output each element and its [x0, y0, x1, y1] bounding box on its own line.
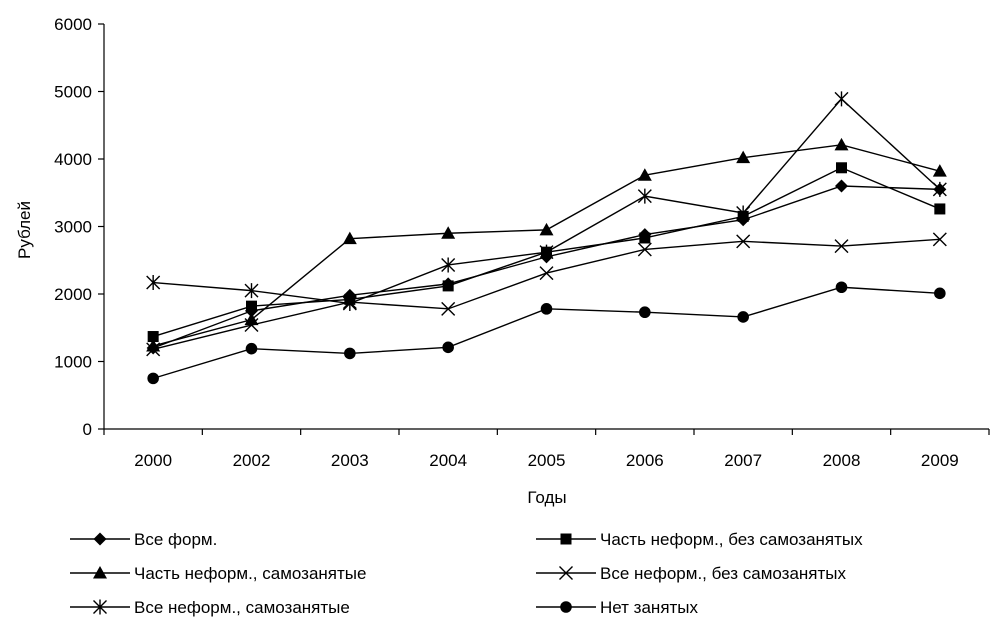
data-point	[146, 275, 161, 291]
legend-label: Часть неформ., без самозанятых	[600, 530, 863, 549]
data-point	[639, 232, 651, 244]
data-point	[834, 91, 849, 107]
legend-item: Нет занятых	[536, 598, 699, 617]
series-line-1	[152, 185, 940, 349]
legend: Все форм. Часть неформ., без самозанятых Ч…	[70, 530, 863, 617]
data-point	[442, 280, 454, 292]
data-point	[932, 164, 947, 177]
y-tick-label: 3000	[54, 218, 92, 237]
x-tick-label: 2002	[233, 451, 271, 470]
legend-label: Все форм.	[134, 530, 217, 549]
data-point	[246, 300, 257, 312]
legend-marker	[560, 533, 572, 545]
x-tick-label: 2000	[134, 451, 172, 470]
legend-marker	[559, 566, 573, 580]
series-line-6	[152, 286, 940, 380]
data-point	[637, 242, 652, 257]
legend-item: Все форм.	[70, 530, 217, 549]
data-point	[441, 226, 456, 239]
data-point	[639, 306, 651, 319]
data-point	[934, 203, 946, 215]
legend-item: Все неформ., самозанятые	[70, 598, 350, 617]
plot-area: 0 1000 2000 3000 4000 5000 6000 2000 2002 2003 200…	[54, 15, 990, 470]
data-point	[736, 234, 751, 249]
y-tick-label: 6000	[54, 15, 92, 34]
data-point	[836, 162, 847, 174]
data-point	[342, 295, 357, 311]
data-point	[244, 283, 259, 299]
data-point	[637, 168, 652, 181]
legend-item: Все неформ., без самозанятых	[536, 564, 847, 583]
data-point	[834, 239, 849, 254]
data-point	[932, 181, 947, 197]
data-point	[835, 179, 848, 193]
y-axis-title: Рублей	[15, 201, 34, 259]
data-point	[344, 347, 356, 360]
legend-label: Все неформ., без самозанятых	[600, 564, 847, 583]
data-point	[441, 301, 456, 316]
data-point	[245, 342, 258, 355]
data-point	[932, 232, 947, 247]
data-point	[342, 231, 357, 245]
x-tick-label: 2004	[429, 451, 467, 470]
data-point	[539, 266, 554, 281]
data-point	[442, 341, 454, 354]
data-point	[835, 281, 848, 294]
data-point	[637, 188, 652, 204]
x-tick-label: 2008	[823, 451, 861, 470]
data-point	[539, 244, 554, 260]
x-tick-label: 2007	[724, 451, 762, 470]
data-point	[147, 372, 159, 385]
y-tick-label: 4000	[54, 150, 92, 169]
data-point	[736, 150, 751, 164]
data-point	[834, 137, 849, 151]
y-tick-label: 0	[83, 420, 92, 439]
data-point	[539, 222, 554, 236]
x-tick-label: 2009	[921, 451, 959, 470]
data-point	[737, 311, 749, 323]
data-point	[540, 303, 553, 315]
legend-label: Все неформ., самозанятые	[134, 598, 350, 617]
data-point	[244, 318, 259, 333]
legend-label: Часть неформ., самозанятые	[134, 564, 366, 583]
x-axis-title: Годы	[527, 488, 566, 507]
legend-marker	[93, 599, 107, 615]
legend-item: Часть неформ., самозанятые	[70, 564, 366, 583]
x-tick-label: 2006	[626, 451, 664, 470]
y-tick-label: 5000	[54, 83, 92, 102]
data-point	[736, 205, 751, 221]
y-tick-label: 2000	[54, 285, 92, 304]
legend-item: Часть неформ., без самозанятых	[536, 530, 863, 549]
legend-label: Нет занятых	[600, 598, 699, 617]
data-point	[441, 257, 456, 273]
x-tick-label: 2005	[528, 451, 566, 470]
x-tick-label: 2003	[331, 451, 369, 470]
data-point	[146, 342, 161, 357]
legend-marker	[93, 532, 107, 546]
data-point	[147, 331, 159, 343]
legend-marker	[560, 601, 572, 613]
data-point	[934, 287, 946, 300]
legend-marker	[93, 566, 107, 579]
y-tick-label: 1000	[54, 353, 92, 372]
